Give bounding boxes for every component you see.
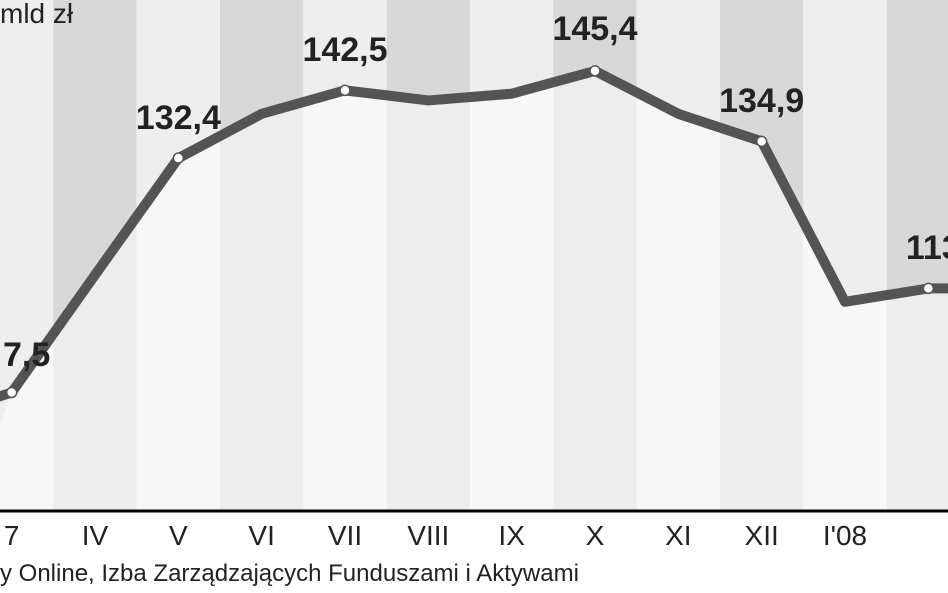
x-axis-label: 7	[4, 520, 20, 552]
value-label: 134,9	[719, 82, 804, 121]
x-axis-label: V	[169, 520, 188, 552]
x-axis-label: VI	[248, 520, 274, 552]
chart-source: y Online, Izba Zarządzających Funduszami…	[0, 560, 579, 588]
value-label: 113	[906, 229, 948, 268]
x-axis-label: XII	[745, 520, 779, 552]
value-label: 132,4	[136, 99, 221, 138]
x-axis-label: VIII	[407, 520, 449, 552]
x-axis-label: XI	[665, 520, 691, 552]
chart-container: mld zł y Online, Izba Zarządzających Fun…	[0, 0, 948, 593]
x-axis-label: I'08	[823, 520, 867, 552]
x-axis-label: X	[586, 520, 605, 552]
chart-svg	[0, 0, 948, 593]
x-axis-label: VII	[328, 520, 362, 552]
value-label: 142,5	[302, 31, 387, 70]
value-label: 7,5	[3, 336, 50, 375]
y-axis-unit: mld zł	[0, 0, 73, 30]
x-axis-label: IX	[498, 520, 524, 552]
value-label: 145,4	[552, 10, 637, 49]
x-axis-label: IV	[82, 520, 108, 552]
